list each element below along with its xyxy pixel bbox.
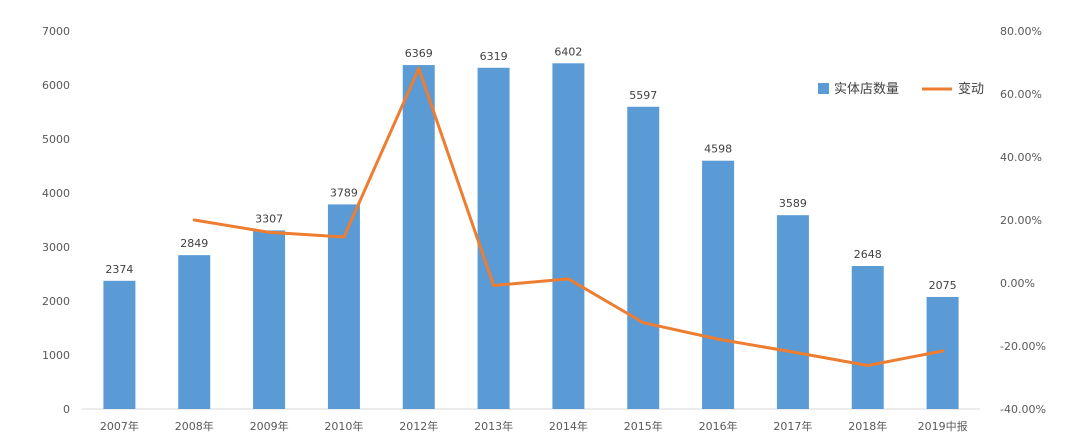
y-left-tick-label: 1000 [42, 349, 70, 362]
x-tick-label: 2015年 [624, 419, 663, 433]
bar [178, 255, 211, 409]
bar [851, 266, 884, 409]
line-point [492, 284, 496, 288]
bar-data-label: 4598 [704, 143, 732, 156]
bar-series [103, 63, 959, 410]
line-point [941, 349, 945, 353]
y-right-tick-label: 20.00% [1000, 214, 1042, 227]
line-point [641, 321, 645, 325]
bar [402, 65, 435, 409]
bar [103, 280, 136, 409]
bar [627, 106, 660, 410]
x-tick-label: 2018年 [848, 419, 887, 433]
bar [477, 67, 510, 410]
bar [253, 230, 286, 409]
line-point [791, 350, 795, 354]
axes: 0 1000 2000 3000 4000 5000 6000 7000 -40.00% -20.… [42, 25, 1046, 433]
y-right-tick-label: 80.00% [1000, 25, 1042, 38]
bar-data-label: 6402 [554, 45, 582, 58]
y-left-tick-label: 6000 [42, 79, 70, 92]
bar-data-label: 3307 [255, 212, 283, 225]
line-point [192, 218, 196, 222]
bar-data-label: 6369 [405, 47, 433, 60]
x-tick-label: 2013年 [474, 419, 513, 433]
bar-data-label: 2075 [929, 279, 957, 292]
bar-data-label: 6319 [480, 50, 508, 63]
line-point [866, 364, 870, 368]
legend-label-bars: 实体店数量 [834, 82, 899, 97]
bar-data-label: 3589 [779, 197, 807, 210]
y-left-tick-label: 0 [63, 403, 70, 416]
x-tick-label: 2008年 [175, 419, 214, 433]
x-tick-label: 2012年 [399, 419, 438, 433]
x-tick-label: 2009年 [250, 419, 289, 433]
legend-swatch-bars [818, 83, 829, 94]
line-point [267, 230, 271, 234]
bar-data-label: 2849 [180, 237, 208, 250]
line-series [192, 66, 945, 368]
bar [702, 160, 735, 409]
line-point [417, 66, 421, 70]
bar-data-label: 5597 [629, 89, 657, 102]
bar [552, 63, 585, 410]
y-left-tick-label: 2000 [42, 295, 70, 308]
legend-label-line: 变动 [958, 81, 984, 97]
data-labels: 2374 2849 3307 3789 6369 6319 6402 5597 4598 3589… [105, 45, 956, 292]
y-left-tick-label: 7000 [42, 25, 70, 38]
x-tick-label: 2019中报 [918, 419, 968, 433]
x-tick-label: 2007年 [100, 419, 139, 433]
x-tick-label: 2010年 [324, 419, 363, 433]
y-right-tick-label: -40.00% [1000, 403, 1046, 416]
bar [776, 215, 809, 409]
y-right-tick-label: 40.00% [1000, 151, 1042, 164]
line-point [716, 337, 720, 341]
y-right-tick-label: 0.00% [1000, 277, 1035, 290]
y-left-tick-label: 5000 [42, 133, 70, 146]
y-right-tick-label: -20.00% [1000, 340, 1046, 353]
bar-data-label: 2648 [854, 248, 882, 261]
x-tick-label: 2016年 [699, 419, 738, 433]
legend: 实体店数量 变动 [818, 81, 984, 97]
line-point [566, 277, 570, 281]
y-left-tick-label: 3000 [42, 241, 70, 254]
line-point [342, 235, 346, 239]
y-left-tick-label: 4000 [42, 187, 70, 200]
x-tick-label: 2014年 [549, 419, 588, 433]
bar-data-label: 3789 [330, 186, 358, 199]
x-tick-label: 2017年 [773, 419, 812, 433]
y-right-tick-label: 60.00% [1000, 88, 1042, 101]
bar-data-label: 2374 [105, 263, 133, 276]
